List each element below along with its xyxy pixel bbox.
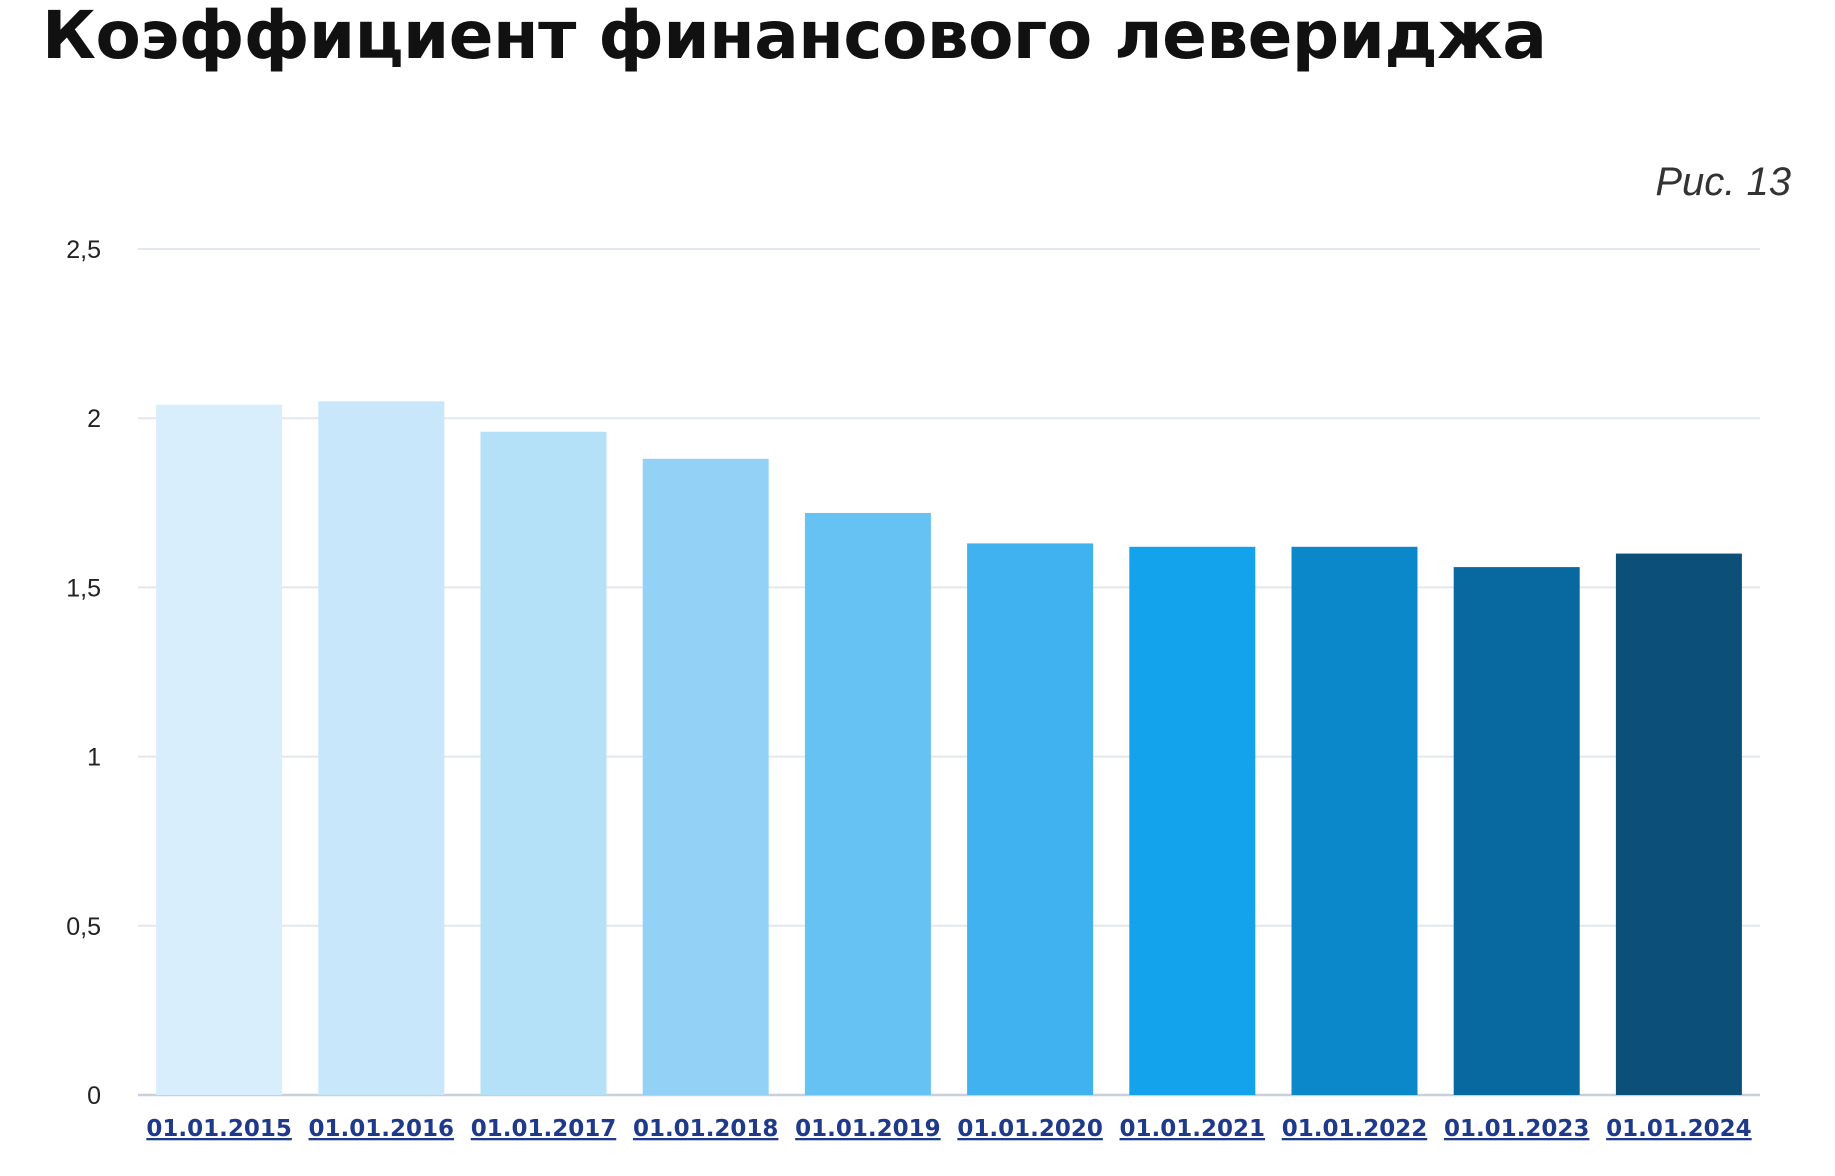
y-tick-label: 1,5 xyxy=(66,574,101,602)
y-tick-label: 0 xyxy=(87,1082,101,1110)
y-tick-label: 0,5 xyxy=(66,913,101,941)
y-tick-label: 2,5 xyxy=(66,236,101,264)
x-tick-label-link[interactable]: 01.01.2017 xyxy=(471,1116,617,1142)
x-tick-label-link[interactable]: 01.01.2019 xyxy=(795,1116,941,1142)
bar-01.01.2018 xyxy=(642,458,769,1096)
page-title: Коэффициент финансового левериджа xyxy=(42,0,1547,74)
x-tick-label-link[interactable]: 01.01.2022 xyxy=(1282,1116,1428,1142)
y-axis-ticks: 0 0,5 1 1,5 2 2,5 xyxy=(66,236,101,1110)
bar-01.01.2016 xyxy=(318,401,445,1095)
x-tick-label-link[interactable]: 01.01.2018 xyxy=(633,1116,779,1142)
figure-label: Рис. 13 xyxy=(1655,160,1791,204)
x-tick-label-link[interactable]: 01.01.2015 xyxy=(146,1116,292,1142)
x-tick-label-link[interactable]: 01.01.2020 xyxy=(957,1116,1103,1142)
x-tick-label-link[interactable]: 01.01.2016 xyxy=(309,1116,455,1142)
bar-01.01.2022 xyxy=(1291,546,1418,1095)
bar-01.01.2017 xyxy=(480,431,607,1096)
x-tick-label-link[interactable]: 01.01.2024 xyxy=(1606,1116,1752,1142)
y-tick-label: 1 xyxy=(87,744,101,772)
bar-01.01.2015 xyxy=(156,404,283,1095)
bar-01.01.2021 xyxy=(1129,546,1256,1095)
x-tick-label-link[interactable]: 01.01.2023 xyxy=(1444,1116,1590,1142)
y-tick-label: 2 xyxy=(87,405,101,433)
bar-01.01.2024 xyxy=(1615,553,1742,1095)
x-tick-label-link[interactable]: 01.01.2021 xyxy=(1120,1116,1266,1142)
bar-01.01.2020 xyxy=(967,543,1094,1095)
x-axis-ticks: 01.01.2015 01.01.2016 01.01.2017 01.01.2018… xyxy=(146,1116,1751,1142)
bar-01.01.2019 xyxy=(804,512,931,1095)
bar-01.01.2023 xyxy=(1453,567,1580,1095)
bar-layer xyxy=(156,401,1742,1096)
